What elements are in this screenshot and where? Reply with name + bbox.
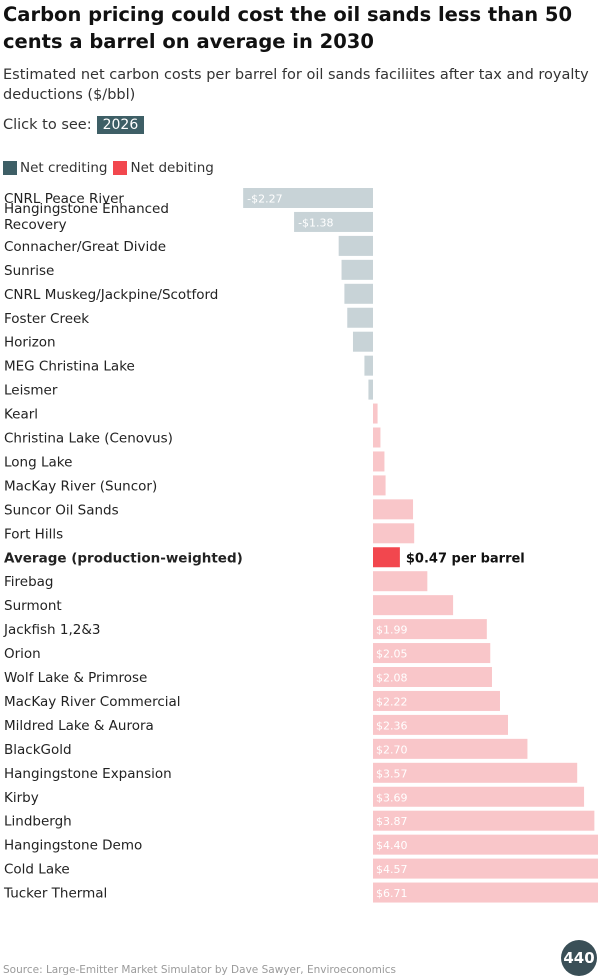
category-label: Cold Lake — [4, 862, 70, 878]
category-label: MacKay River (Suncor) — [4, 478, 157, 494]
bar — [373, 499, 414, 520]
data-label: $4.40 — [376, 839, 408, 852]
category-label: Leismer — [4, 383, 58, 399]
legend-label-debiting: Net debiting — [130, 160, 214, 176]
bar — [373, 475, 386, 496]
bar — [373, 714, 508, 735]
data-label: $0.47 per barrel — [406, 551, 525, 566]
bar — [373, 451, 385, 472]
click-to-see-label: Click to see: — [3, 117, 92, 133]
data-label: $4.57 — [376, 863, 408, 876]
category-label: BlackGold — [4, 742, 72, 758]
bar — [373, 762, 578, 783]
chart-title: Carbon pricing could cost the oil sands … — [3, 3, 573, 53]
category-label: Suncor Oil Sands — [4, 502, 119, 518]
data-label: $3.69 — [376, 791, 408, 804]
bar — [373, 571, 428, 592]
legend-item-crediting: Net crediting — [3, 160, 107, 176]
bar — [373, 834, 598, 855]
category-label: Surmont — [4, 598, 62, 614]
bar — [373, 667, 492, 687]
category-label: Average (production-weighted) — [4, 550, 243, 566]
data-label: $2.70 — [376, 743, 408, 756]
legend: Net crediting Net debiting — [3, 160, 220, 176]
category-label: Firebag — [4, 574, 54, 590]
category-label: CNRL Peace River — [4, 191, 124, 207]
legend-swatch-crediting — [3, 161, 17, 175]
category-label: Hangingstone Expansion — [4, 766, 172, 782]
bar — [373, 427, 381, 448]
bar — [373, 858, 598, 879]
bar — [373, 643, 491, 664]
data-label: $2.08 — [376, 672, 408, 685]
bar — [373, 738, 528, 759]
category-label: Wolf Lake & Primrose — [4, 670, 147, 686]
brand-logo: 440 — [561, 940, 597, 976]
data-label: $2.36 — [376, 719, 408, 732]
average-bar — [373, 547, 400, 568]
category-label: Hangingstone Demo — [4, 838, 142, 854]
bar — [294, 211, 373, 232]
category-label: CNRL Muskeg/Jackpine/Scotford — [4, 287, 218, 303]
category-label: MEG Christina Lake — [4, 359, 135, 375]
bar — [344, 283, 373, 304]
data-label: $3.57 — [376, 767, 408, 780]
bar-chart: CNRL Peace River -$2.27 Hangingstone Enhan… — [3, 188, 598, 903]
category-label: Lindbergh — [4, 814, 72, 830]
bar — [373, 403, 378, 424]
bar — [373, 619, 487, 640]
bar — [373, 690, 500, 711]
category-label: Hangingstone Enhanced Recovery — [4, 201, 169, 233]
year-button[interactable]: 2026 — [96, 116, 145, 134]
bar — [352, 331, 373, 352]
bar — [243, 188, 373, 208]
bar — [364, 355, 373, 376]
legend-swatch-debiting — [113, 161, 128, 175]
category-label: Kearl — [4, 407, 38, 423]
data-label: $1.99 — [376, 624, 408, 637]
category-label: Tucker Thermal — [3, 886, 107, 902]
data-label: $2.05 — [376, 648, 408, 661]
chart-subtitle: Estimated net carbon costs per barrel fo… — [3, 67, 589, 103]
legend-label-crediting: Net crediting — [20, 160, 108, 176]
data-label: -$2.27 — [247, 193, 282, 206]
bar — [341, 259, 373, 280]
data-label: $6.71 — [376, 887, 408, 900]
category-label: Christina Lake (Cenovus) — [4, 431, 173, 447]
category-label: Foster Creek — [4, 311, 89, 327]
year-selector: Click to see: 2026 — [3, 116, 145, 134]
category-label: Jackfish 1,2&3 — [3, 622, 100, 638]
category-label: Orion — [4, 646, 41, 662]
bar — [373, 523, 415, 544]
bar — [347, 307, 373, 328]
bar — [373, 882, 598, 903]
data-label: $3.87 — [376, 815, 408, 828]
data-label: -$1.38 — [298, 216, 333, 229]
category-label: MacKay River Commercial — [4, 694, 181, 710]
source-note: Source: Large-Emitter Market Simulator b… — [3, 964, 396, 976]
bar — [373, 595, 454, 616]
category-label: Sunrise — [4, 263, 54, 279]
category-label: Horizon — [4, 335, 56, 351]
data-label: $2.22 — [376, 695, 408, 708]
legend-item-debiting: Net debiting — [113, 160, 214, 176]
category-label: Connacher/Great Divide — [4, 239, 166, 255]
bar — [373, 786, 585, 807]
category-label: Kirby — [4, 790, 39, 806]
bar — [373, 810, 595, 831]
category-label: Fort Hills — [4, 526, 63, 542]
bar — [368, 379, 373, 400]
category-label: Long Lake — [4, 454, 72, 470]
category-label: Mildred Lake & Aurora — [4, 718, 154, 734]
bar — [338, 235, 373, 256]
